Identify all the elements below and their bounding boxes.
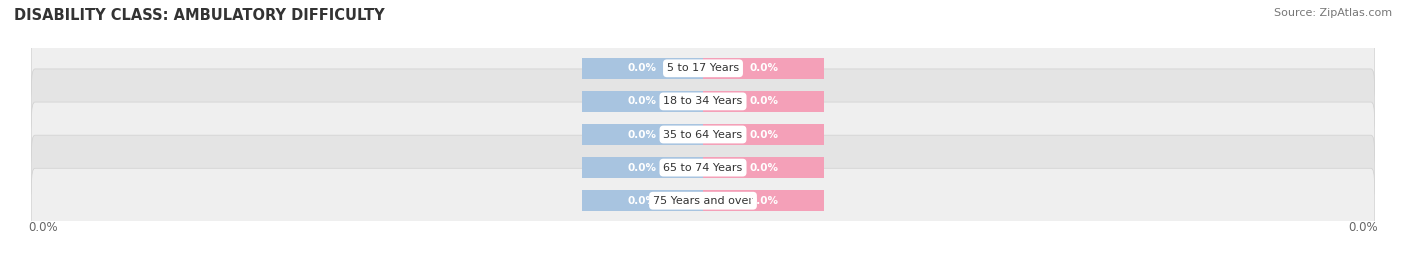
Bar bbox=[703, 124, 824, 145]
Bar bbox=[582, 157, 703, 178]
FancyBboxPatch shape bbox=[31, 135, 1375, 200]
Bar bbox=[582, 58, 703, 79]
Text: 0.0%: 0.0% bbox=[1348, 221, 1378, 233]
Bar bbox=[582, 190, 703, 211]
Bar bbox=[582, 91, 703, 112]
Text: 75 Years and over: 75 Years and over bbox=[652, 196, 754, 206]
Text: 0.0%: 0.0% bbox=[627, 129, 657, 140]
Text: 0.0%: 0.0% bbox=[749, 196, 779, 206]
Bar bbox=[703, 91, 824, 112]
Bar bbox=[703, 190, 824, 211]
Text: 0.0%: 0.0% bbox=[749, 96, 779, 107]
Text: 0.0%: 0.0% bbox=[627, 63, 657, 73]
Text: 0.0%: 0.0% bbox=[749, 129, 779, 140]
Text: 35 to 64 Years: 35 to 64 Years bbox=[664, 129, 742, 140]
Text: 65 to 74 Years: 65 to 74 Years bbox=[664, 162, 742, 173]
FancyBboxPatch shape bbox=[31, 168, 1375, 233]
Text: 0.0%: 0.0% bbox=[627, 96, 657, 107]
Text: 0.0%: 0.0% bbox=[627, 196, 657, 206]
Text: 0.0%: 0.0% bbox=[28, 221, 58, 233]
FancyBboxPatch shape bbox=[31, 102, 1375, 167]
FancyBboxPatch shape bbox=[31, 69, 1375, 134]
Text: 0.0%: 0.0% bbox=[627, 162, 657, 173]
Bar bbox=[703, 58, 824, 79]
Text: 18 to 34 Years: 18 to 34 Years bbox=[664, 96, 742, 107]
Bar bbox=[582, 124, 703, 145]
Text: 0.0%: 0.0% bbox=[749, 63, 779, 73]
Text: 5 to 17 Years: 5 to 17 Years bbox=[666, 63, 740, 73]
FancyBboxPatch shape bbox=[31, 36, 1375, 101]
Text: Source: ZipAtlas.com: Source: ZipAtlas.com bbox=[1274, 8, 1392, 18]
Bar bbox=[703, 157, 824, 178]
Text: 0.0%: 0.0% bbox=[749, 162, 779, 173]
Text: DISABILITY CLASS: AMBULATORY DIFFICULTY: DISABILITY CLASS: AMBULATORY DIFFICULTY bbox=[14, 8, 385, 23]
